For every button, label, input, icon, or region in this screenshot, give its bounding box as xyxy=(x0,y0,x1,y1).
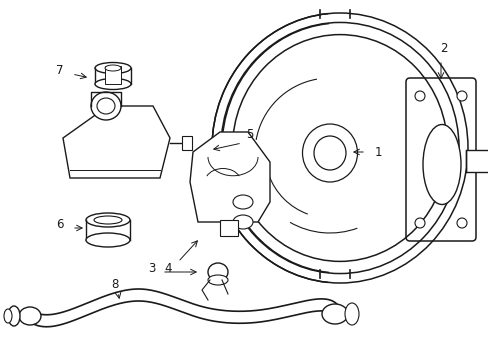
FancyBboxPatch shape xyxy=(405,78,475,241)
Polygon shape xyxy=(190,132,269,222)
Text: 7: 7 xyxy=(56,63,63,77)
Ellipse shape xyxy=(232,215,252,229)
Ellipse shape xyxy=(414,91,424,101)
Text: 6: 6 xyxy=(56,219,63,231)
Ellipse shape xyxy=(97,98,115,114)
Text: 8: 8 xyxy=(111,278,119,291)
Ellipse shape xyxy=(414,218,424,228)
Text: 5: 5 xyxy=(246,129,253,141)
Ellipse shape xyxy=(456,218,466,228)
Ellipse shape xyxy=(207,263,227,281)
Text: 2: 2 xyxy=(439,41,447,54)
Ellipse shape xyxy=(105,65,121,71)
Bar xyxy=(105,66,121,84)
Text: 4: 4 xyxy=(164,261,171,274)
Bar xyxy=(182,136,192,150)
Ellipse shape xyxy=(207,275,227,285)
Ellipse shape xyxy=(95,78,131,90)
Text: 3: 3 xyxy=(148,261,155,274)
Ellipse shape xyxy=(94,216,122,224)
Ellipse shape xyxy=(19,307,41,325)
Ellipse shape xyxy=(8,306,20,326)
Ellipse shape xyxy=(345,303,358,325)
Text: 1: 1 xyxy=(373,145,381,158)
Ellipse shape xyxy=(456,91,466,101)
Ellipse shape xyxy=(86,233,130,247)
Ellipse shape xyxy=(232,195,252,209)
Ellipse shape xyxy=(91,92,121,120)
Ellipse shape xyxy=(4,309,12,323)
Ellipse shape xyxy=(86,213,130,227)
Ellipse shape xyxy=(95,63,131,73)
Bar xyxy=(465,150,488,172)
Bar xyxy=(220,220,238,236)
Polygon shape xyxy=(63,106,170,178)
Ellipse shape xyxy=(422,125,460,204)
Ellipse shape xyxy=(321,304,347,324)
